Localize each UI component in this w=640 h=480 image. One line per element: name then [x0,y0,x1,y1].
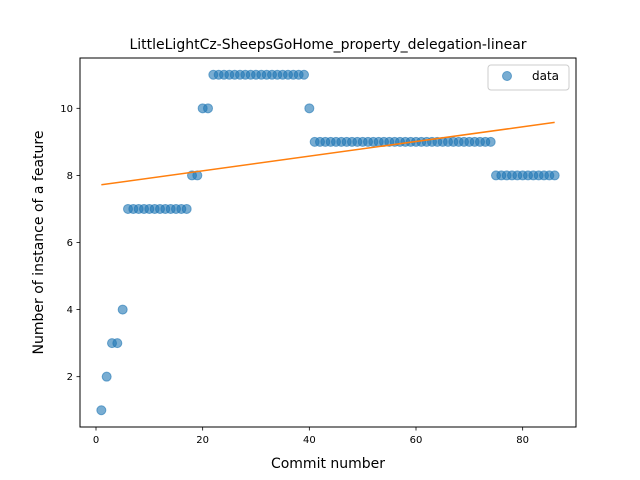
data-point [101,371,112,382]
data-point [117,304,128,315]
y-tick-label: 6 [67,238,73,249]
legend-label: data [532,69,559,83]
y-tick-label: 10 [60,104,73,115]
data-point [549,170,560,181]
data-point [112,338,123,349]
data-point [96,405,107,416]
x-tick-label: 20 [196,435,209,446]
x-tick-label: 40 [303,435,316,446]
y-tick-label: 2 [67,372,73,383]
chart-title: LittleLightCz-SheepsGoHome_property_dele… [129,37,526,53]
data-point [304,103,315,114]
x-tick-label: 80 [516,435,529,446]
y-tick-label: 8 [67,171,73,182]
legend-marker [502,71,512,81]
y-tick-label: 4 [67,305,73,316]
fit-line [101,121,555,186]
y-axis-label: Number of instance of a feature [31,131,47,355]
legend: data [487,64,570,91]
x-axis-label: Commit number [271,456,385,472]
data-point [181,203,192,214]
data-point [485,136,496,147]
x-tick-label: 60 [410,435,423,446]
x-tick-label: 0 [93,435,99,446]
data-point [203,103,213,114]
data-point [299,69,309,80]
